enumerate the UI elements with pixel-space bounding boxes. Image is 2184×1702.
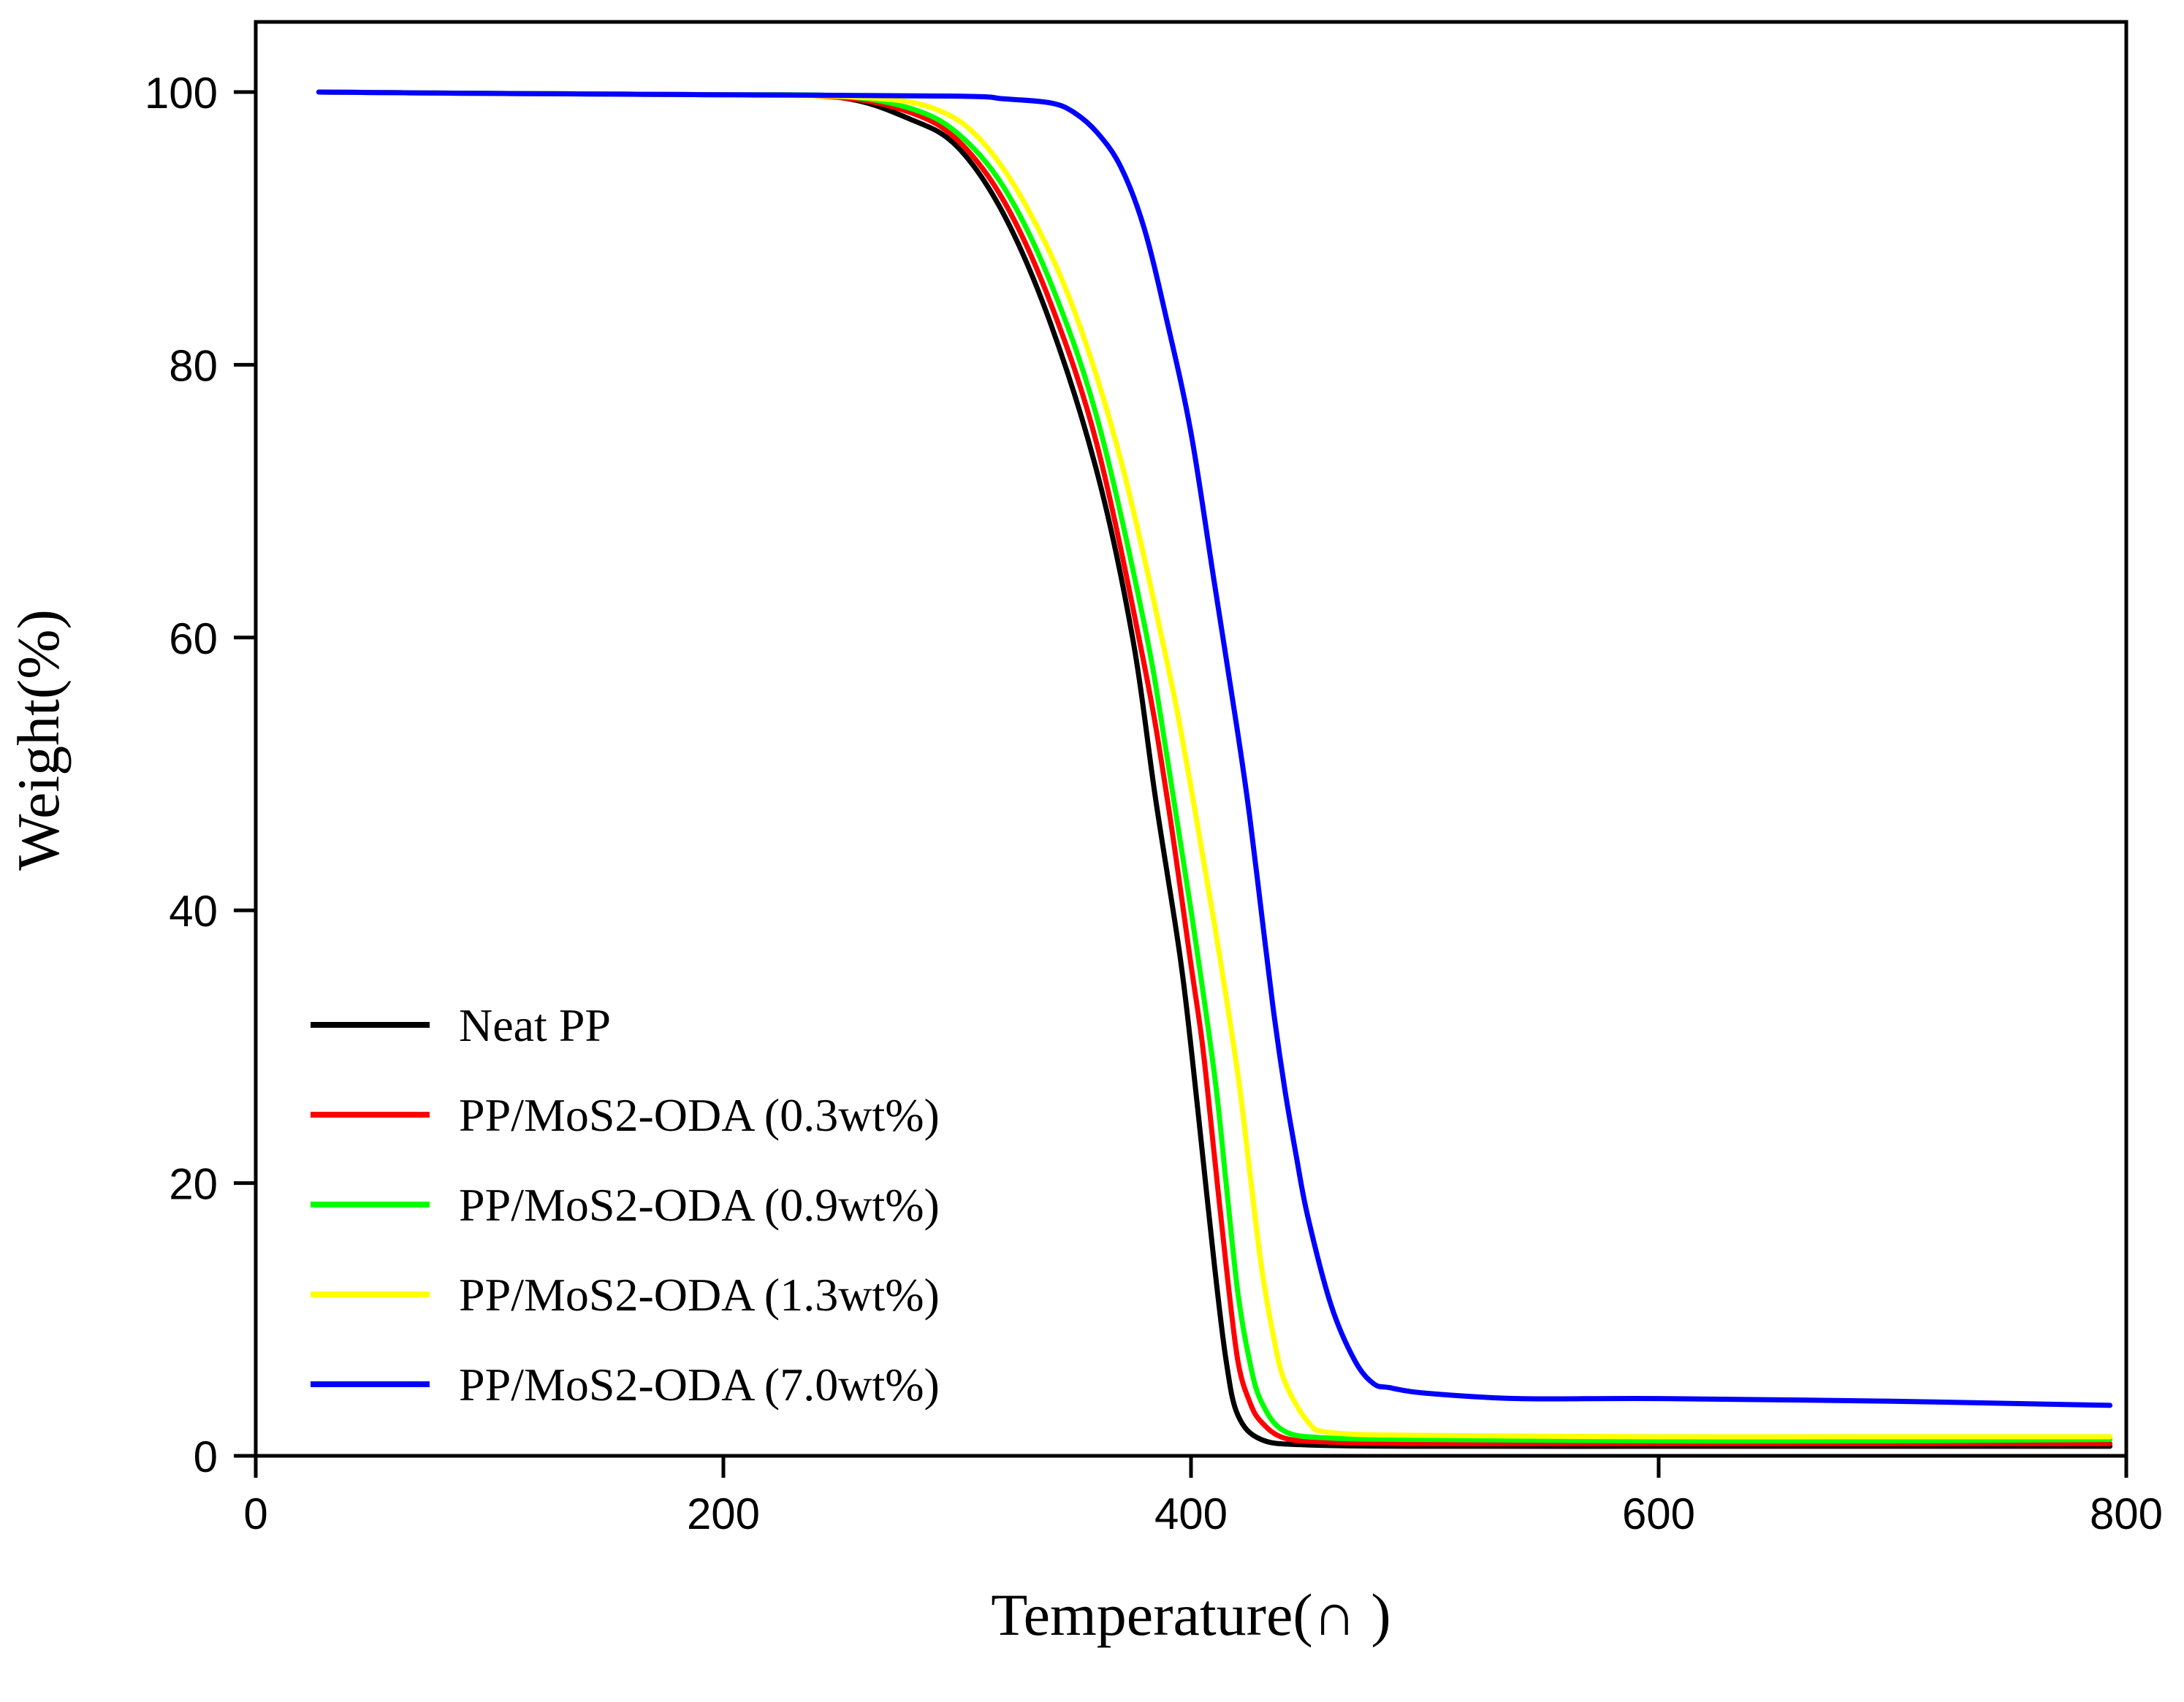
series-line-1 (316, 89, 2113, 1446)
series-line-2 (316, 89, 2113, 1444)
legend: Neat PP PP/MoS2-ODA (0.3wt%) PP/MoS2-ODA (… (311, 999, 940, 1411)
axis-tick-labels: 0 200 400 600 800 0 20 40 60 80 100 (145, 69, 2163, 1538)
y-tick-label: 40 (169, 887, 218, 936)
y-tick-label: 20 (169, 1160, 218, 1209)
y-tick-label: 0 (194, 1432, 218, 1481)
axis-ticks (234, 90, 2128, 1478)
plot-area-frame (254, 20, 2128, 1458)
x-tick-label: 0 (243, 1489, 267, 1538)
legend-label-3: PP/MoS2-ODA (1.3wt%) (459, 1269, 940, 1321)
series-lines (316, 89, 2113, 1449)
series-line-3 (316, 89, 2113, 1440)
series-line-4 (316, 89, 2113, 1408)
x-tick-label: 200 (687, 1489, 760, 1538)
legend-label-1: PP/MoS2-ODA (0.3wt%) (459, 1089, 940, 1141)
x-axis-title: Temperature(∩ ) (991, 1581, 1390, 1648)
y-tick-label: 60 (169, 614, 218, 663)
legend-label-2: PP/MoS2-ODA (0.9wt%) (459, 1179, 940, 1231)
legend-label-4: PP/MoS2-ODA (7.0wt%) (459, 1359, 940, 1411)
legend-label-0: Neat PP (459, 999, 611, 1051)
x-tick-label: 600 (1622, 1489, 1695, 1538)
y-tick-label: 100 (145, 69, 218, 118)
series-line-0 (316, 89, 2113, 1449)
y-tick-label: 80 (169, 341, 218, 390)
x-tick-label: 800 (2090, 1489, 2163, 1538)
y-axis-title: Weight(%) (5, 609, 72, 871)
x-tick-label: 400 (1154, 1489, 1228, 1538)
